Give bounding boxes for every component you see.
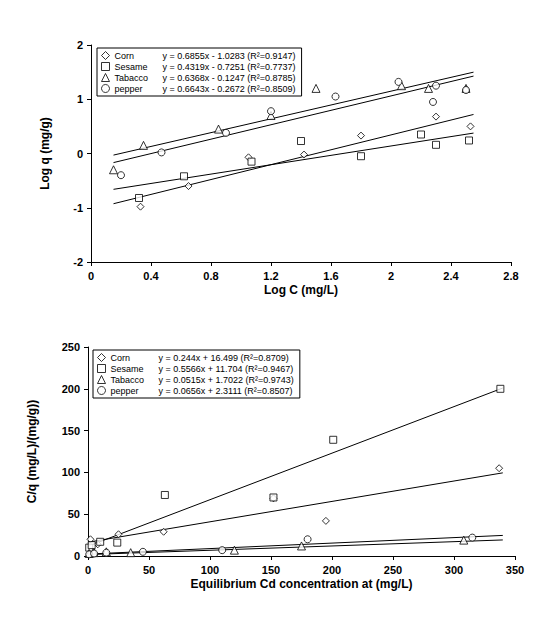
svg-text:0: 0 [77, 148, 83, 160]
svg-text:y = 0.6368x - 0.1247 (R²=0.878: y = 0.6368x - 0.1247 (R²=0.8785) [163, 73, 296, 83]
svg-text:50: 50 [143, 564, 155, 576]
svg-text:y = 0.5566x + 11.704 (R²=0.946: y = 0.5566x + 11.704 (R²=0.9467) [159, 364, 294, 374]
svg-text:y = 0.0656x + 2.3111 (R²=0.850: y = 0.0656x + 2.3111 (R²=0.8507) [159, 386, 293, 396]
svg-text:250: 250 [384, 564, 402, 576]
svg-text:y = 0.244x + 16.499 (R²=0.8709: y = 0.244x + 16.499 (R²=0.8709) [159, 353, 289, 363]
svg-text:100: 100 [201, 564, 219, 576]
svg-text:250: 250 [62, 341, 80, 353]
svg-text:-2: -2 [73, 256, 83, 268]
svg-text:200: 200 [62, 383, 80, 395]
svg-text:1: 1 [77, 93, 83, 105]
svg-text:0: 0 [85, 564, 91, 576]
svg-text:0.8: 0.8 [203, 270, 218, 282]
svg-text:Tabacco: Tabacco [115, 73, 149, 83]
svg-text:y = 0.6643x - 0.2672 (R²=0.850: y = 0.6643x - 0.2672 (R²=0.8509) [163, 84, 296, 94]
svg-text:0: 0 [74, 550, 80, 562]
svg-text:200: 200 [323, 564, 341, 576]
svg-text:300: 300 [445, 564, 463, 576]
svg-text:pepper: pepper [111, 386, 139, 396]
svg-text:y = 0.6855x - 1.0283 (R²=0.914: y = 0.6855x - 1.0283 (R²=0.9147) [163, 51, 296, 61]
svg-text:Corn: Corn [111, 353, 131, 363]
svg-text:2.8: 2.8 [503, 270, 518, 282]
svg-text:350: 350 [506, 564, 524, 576]
svg-text:50: 50 [68, 508, 80, 520]
svg-text:100: 100 [62, 466, 80, 478]
svg-text:Equilibrium Cd concentration a: Equilibrium Cd concentration at (mg/L) [191, 577, 413, 591]
svg-text:2.4: 2.4 [443, 270, 459, 282]
svg-text:2: 2 [77, 39, 83, 51]
svg-text:Sesame: Sesame [111, 364, 144, 374]
svg-text:0.4: 0.4 [143, 270, 159, 282]
svg-text:Sesame: Sesame [115, 62, 148, 72]
svg-text:Corn: Corn [115, 51, 135, 61]
svg-text:150: 150 [262, 564, 280, 576]
svg-text:-1: -1 [73, 202, 83, 214]
svg-text:y = 0.0515x + 1.7022 (R²=0.974: y = 0.0515x + 1.7022 (R²=0.9743) [159, 375, 294, 385]
svg-text:Log C (mg/L): Log C (mg/L) [264, 283, 338, 297]
svg-text:y = 0.4319x - 0.7251 (R²=0.773: y = 0.4319x - 0.7251 (R²=0.7737) [163, 62, 296, 72]
svg-text:pepper: pepper [115, 84, 143, 94]
svg-text:C/q (mg/L)/(mg/g)): C/q (mg/L)/(mg/g)) [25, 400, 39, 503]
svg-text:Log q (mg/g): Log q (mg/g) [38, 117, 52, 190]
svg-text:0: 0 [88, 270, 94, 282]
svg-text:1.6: 1.6 [323, 270, 338, 282]
svg-text:2: 2 [388, 270, 394, 282]
svg-text:Tabacco: Tabacco [111, 375, 145, 385]
svg-text:1.2: 1.2 [263, 270, 278, 282]
svg-text:150: 150 [62, 425, 80, 437]
